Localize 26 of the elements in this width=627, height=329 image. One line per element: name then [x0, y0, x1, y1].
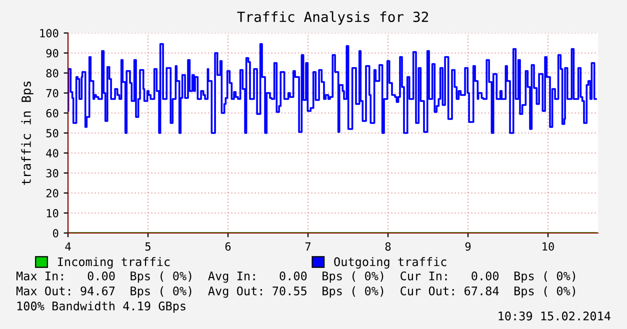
y-tick-label: 40 — [46, 149, 58, 158]
y-tick-label: 100 — [40, 29, 58, 38]
y-tick-label: 90 — [46, 49, 58, 58]
y-tick-label: 50 — [46, 129, 58, 138]
x-tick-label: 8 — [385, 242, 391, 251]
legend-label: Incoming traffic — [58, 257, 170, 269]
text: Max Out: 94.67 Bps ( 0%) Avg Out: 70.55 Bps ( 0%) Cur Out: 67.84 Bps ( 0%) — [16, 286, 576, 298]
x-tick-label: 9 — [465, 242, 471, 251]
y-tick-label: 60 — [46, 109, 58, 118]
y-tick-label: 0 — [53, 229, 58, 238]
y-axis-title: traffic in Bps — [21, 82, 34, 185]
text: Max In: 0.00 Bps ( 0%) Avg In: 0.00 Bps ( 0%) Cur In: 0.00 Bps ( 0%) — [16, 271, 576, 283]
chart-title: Traffic Analysis for 32 — [237, 11, 428, 25]
x-tick-label: 10 — [542, 242, 554, 251]
y-tick-label: 20 — [46, 189, 58, 198]
legend-label: Outgoing traffic — [334, 257, 446, 269]
y-tick-label: 80 — [46, 69, 58, 78]
x-tick-label: 5 — [145, 242, 150, 251]
text: 10:39 15.02.2014 — [498, 312, 610, 320]
x-tick-label: 4 — [65, 242, 71, 251]
y-tick-label: 30 — [46, 169, 58, 178]
x-tick-label: 7 — [305, 242, 311, 251]
y-tick-label: 70 — [46, 89, 58, 98]
y-tick-label: 10 — [46, 209, 58, 218]
x-tick-label: 6 — [225, 242, 231, 251]
text: 100% Bandwidth 4.19 GBps — [17, 301, 186, 313]
